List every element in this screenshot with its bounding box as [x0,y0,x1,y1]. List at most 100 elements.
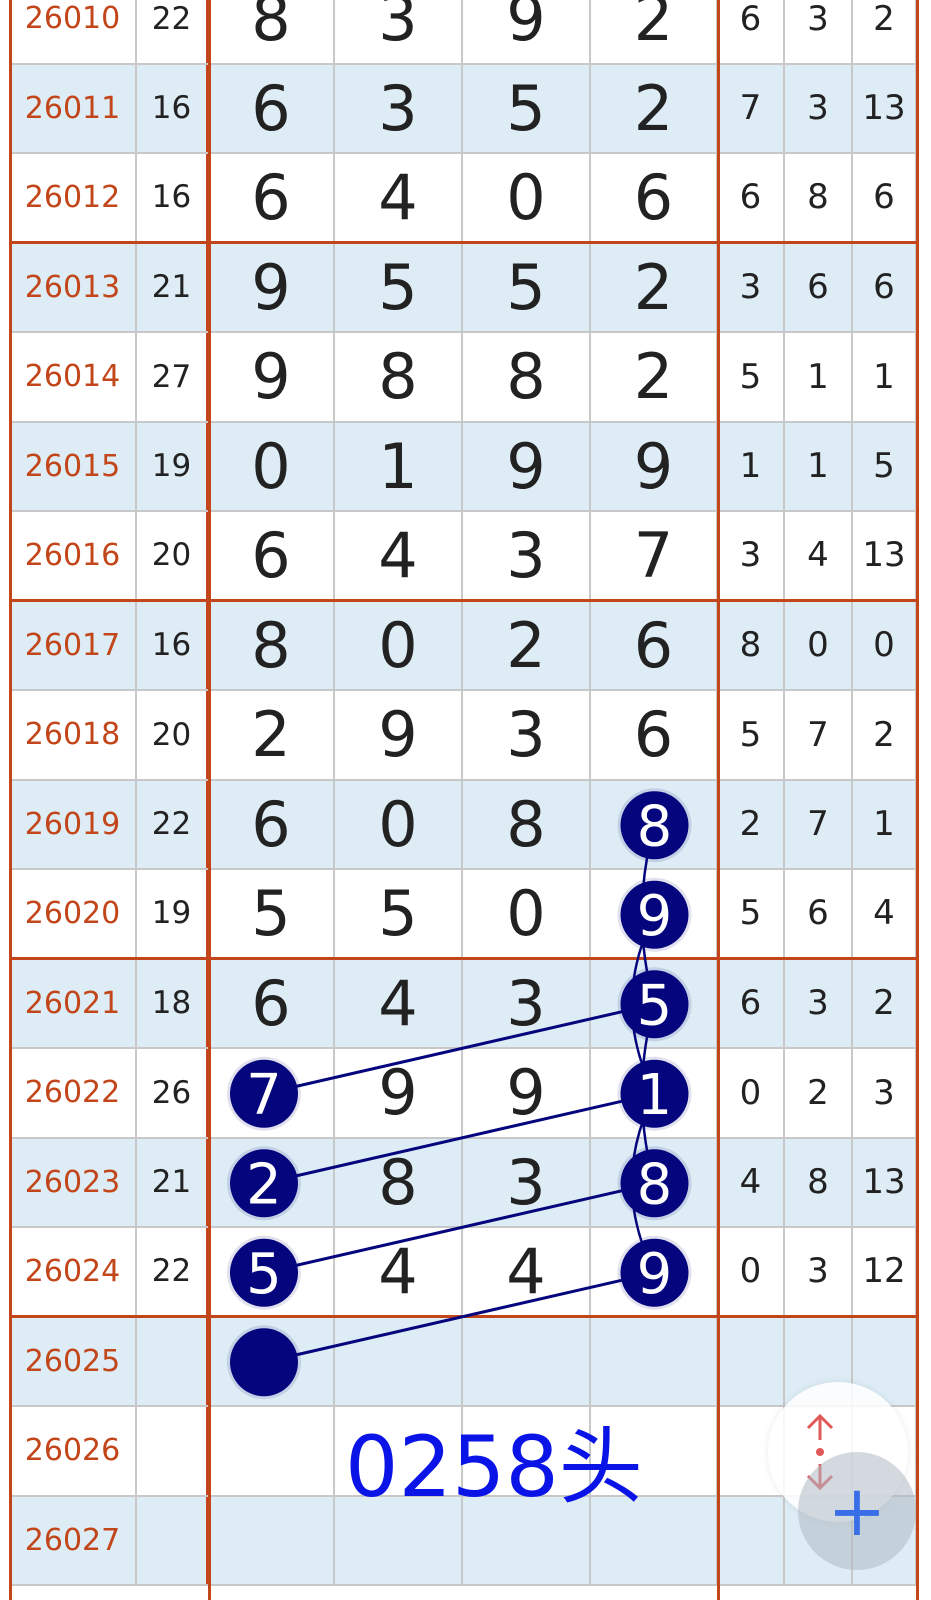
sum-value: 22 [137,1228,209,1315]
sum-value: 27 [137,333,209,421]
sum-value [137,1317,209,1405]
digit-cell: 3 [463,512,591,599]
digit-cell: 1 [335,422,463,510]
issue-number: 26021 [10,959,137,1047]
digit-cell: 3 [335,64,463,152]
sum-value [137,1496,209,1584]
highlight-ball [230,1238,298,1307]
digit-cell: 4 [335,154,463,241]
digit-cell: 6 [209,154,335,241]
stat-cell: 7 [785,691,853,779]
stat-cell: 2 [785,1049,853,1137]
stat-cell: 1 [785,422,853,510]
sum-value: 20 [137,691,209,779]
digit-cell: 9 [209,243,335,331]
stat-cell: 8 [785,154,853,241]
stat-cell: 3 [785,64,853,152]
highlight-ball [620,1149,689,1218]
digit-cell [463,1317,591,1405]
digit-cell: 4 [463,1228,591,1315]
stat-cell: 0 [718,1049,785,1137]
sum-value: 22 [137,780,209,868]
table-row: 26018 20 2 9 3 6 5 7 2 [10,691,917,781]
issue-number: 26010 [10,0,137,63]
digit-cell: 3 [335,0,463,63]
table-row: 26012 16 6 4 0 6 6 8 6 [10,154,917,244]
digit-cell [209,1407,335,1495]
issue-number: 26023 [10,1138,137,1226]
digit-cell: 2 [209,691,335,779]
stat-cell [785,1317,853,1405]
digit-cell: 5 [335,243,463,331]
digit-cell: 8 [209,0,335,63]
ball-digit: 8 [637,794,673,859]
ball-digit: 7 [246,1063,282,1128]
trend-line [263,1092,655,1185]
column-divider [916,0,919,1600]
highlight-ball [620,791,689,860]
stat-cell: 6 [785,243,853,331]
digit-cell: 6 [209,780,335,868]
digit-cell: 9 [463,0,591,63]
stat-cell: 3 [785,1228,853,1315]
digit-cell: 8 [335,1138,463,1226]
stat-cell: 3 [785,959,853,1047]
ball-digit: 8 [637,1152,673,1217]
stat-cell: 4 [785,512,853,599]
stat-cell [718,1496,785,1584]
stat-cell: 7 [785,780,853,868]
sum-value: 26 [137,1049,209,1137]
ball-digit: 1 [637,1063,673,1128]
digit-cell [463,1496,591,1584]
digit-cell: 6 [591,601,718,689]
digit-cell: 6 [591,154,718,241]
issue-number: 26012 [10,154,137,241]
highlight-ball [230,1328,298,1397]
issue-number: 26019 [10,780,137,868]
digit-cell: 9 [591,422,718,510]
sum-value [137,1407,209,1495]
digit-cell: 5 [463,64,591,152]
stat-cell: 7 [718,64,785,152]
stat-cell: 3 [718,243,785,331]
digit-cell: 9 [335,691,463,779]
table-row: 26025 [10,1317,917,1407]
issue-number: 26015 [10,422,137,510]
sum-value: 21 [137,1138,209,1226]
ball-digit: 9 [637,884,673,949]
issue-number: 26020 [10,870,137,957]
add-button[interactable]: + [798,1452,916,1570]
table-row: 26016 20 6 4 3 7 3 4 13 [10,512,917,602]
digit-cell: 5 [209,870,335,957]
highlighted-digit-cell [209,1049,335,1137]
table-row: 26015 19 0 1 9 9 1 1 5 [10,422,917,512]
stat-cell: 1 [718,422,785,510]
digit-cell: 3 [463,959,591,1047]
digit-cell: 9 [463,1049,591,1137]
sum-value: 16 [137,601,209,689]
sum-value: 16 [137,154,209,241]
digit-cell: 0 [463,870,591,957]
stat-cell: 5 [718,333,785,421]
digit-cell: 0 [209,422,335,510]
digit-cell: 5 [463,243,591,331]
digit-cell: 3 [463,691,591,779]
stat-cell: 5 [718,691,785,779]
ball-digit: 9 [637,1242,673,1307]
table-row: 26013 21 9 5 5 2 3 6 6 [10,243,917,333]
highlight-ball [620,1238,689,1307]
highlighted-digit-cell [209,1228,335,1315]
highlight-ball [620,970,689,1039]
issue-number: 26011 [10,64,137,152]
stat-cell: 0 [718,1228,785,1315]
digit-cell [463,1407,591,1495]
column-divider [717,0,720,1600]
digit-cell: 2 [591,0,718,63]
stat-cell: 6 [785,870,853,957]
table-row: 26017 16 8 0 2 6 8 0 0 [10,601,917,691]
stat-cell: 4 [718,1138,785,1226]
digit-cell: 8 [463,333,591,421]
issue-number: 26013 [10,243,137,331]
ball-digit: 2 [246,1152,282,1217]
